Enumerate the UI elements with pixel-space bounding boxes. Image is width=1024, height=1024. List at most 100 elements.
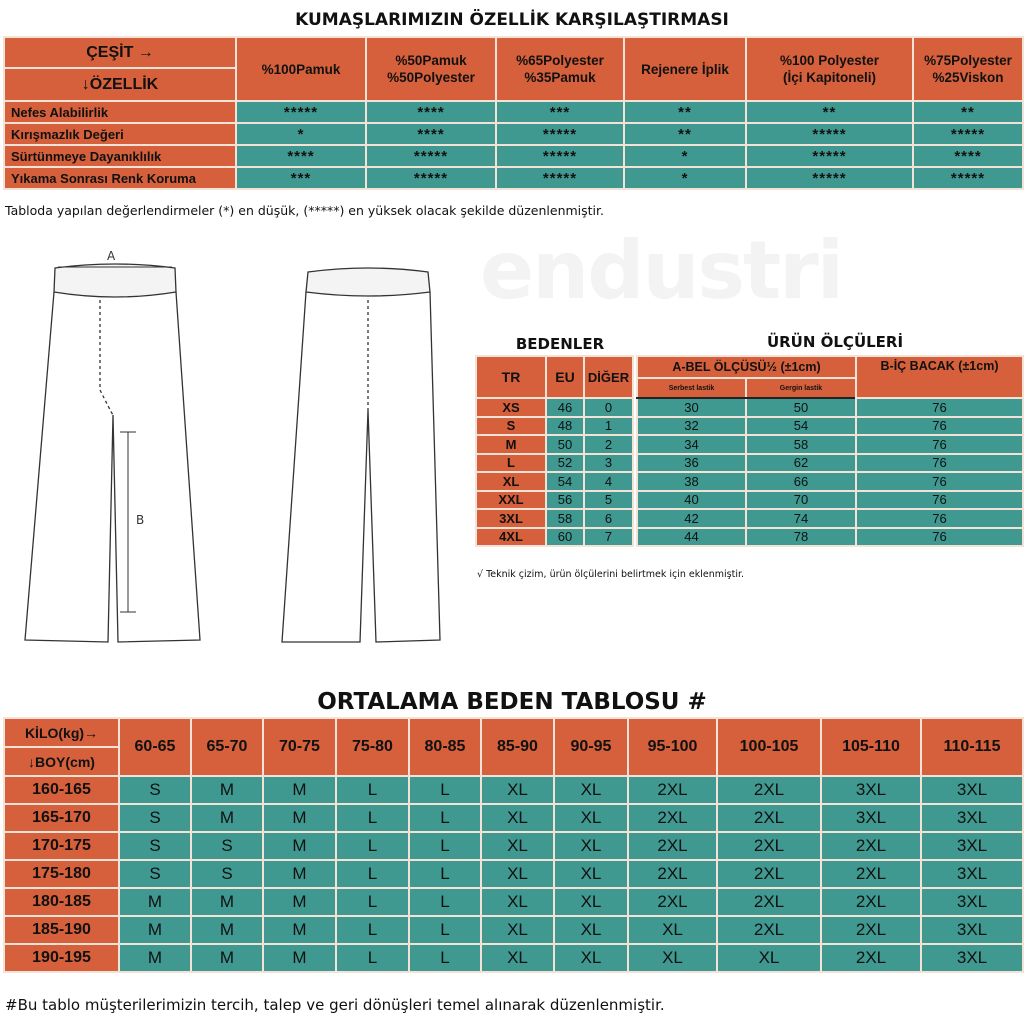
waist-stretch: 58 bbox=[744, 434, 858, 455]
rating-cell: **** bbox=[235, 144, 367, 168]
waist-stretch: 54 bbox=[744, 415, 858, 436]
height-label: 175-180 bbox=[3, 859, 120, 889]
size-cell: 2XL bbox=[627, 803, 718, 833]
size-measurement-table: TR EU DİĞER A-BEL ÖLÇÜSÜ½ (±1cm) B-İÇ BACAK … bbox=[475, 355, 1024, 547]
column-header: %65Polyester %35Pamuk bbox=[495, 36, 625, 102]
size-cell: L bbox=[335, 887, 410, 917]
olculer-title: ÜRÜN ÖLÇÜLERİ bbox=[766, 333, 904, 351]
pants-back-drawing bbox=[281, 267, 441, 643]
spacer bbox=[633, 527, 637, 546]
size-cell: XL bbox=[627, 943, 718, 973]
size-cell: 2XL bbox=[716, 831, 822, 861]
header-inseam: B-İÇ BACAK (±1cm) bbox=[855, 355, 1024, 399]
size-eu: 48 bbox=[545, 415, 585, 436]
table-row: 160-165 S M M L L XL XL 2XL 2XL 3XL 3XL bbox=[3, 775, 1024, 805]
inseam: 76 bbox=[855, 471, 1024, 492]
rating-cell: ***** bbox=[745, 122, 914, 146]
row-label: Sürtünmeye Dayanıklılık bbox=[3, 144, 237, 168]
bedenler-title: BEDENLER bbox=[515, 335, 605, 353]
table-row: 185-190 M M M L L XL XL XL 2XL 2XL 3XL bbox=[3, 915, 1024, 945]
size-note: √ Teknik çizim, ürün ölçülerini belirtme… bbox=[477, 569, 745, 580]
table-row: 180-185 M M M L L XL XL 2XL 2XL 2XL 3XL bbox=[3, 887, 1024, 917]
rating-cell: **** bbox=[365, 100, 497, 124]
size-cell: 3XL bbox=[920, 915, 1024, 945]
fabric-title: KUMAŞLARIMIZIN ÖZELLİK KARŞILAŞTIRMASI bbox=[295, 10, 729, 30]
size-cell: M bbox=[190, 803, 264, 833]
size-eu: 56 bbox=[545, 489, 585, 510]
inseam: 76 bbox=[855, 452, 1024, 473]
corner-ozellik: ↓ÖZELLİK bbox=[3, 67, 237, 102]
rating-cell: ** bbox=[745, 100, 914, 124]
size-other: 0 bbox=[583, 397, 634, 418]
size-cell: 2XL bbox=[627, 831, 718, 861]
height-label: 170-175 bbox=[3, 831, 120, 861]
inseam: 76 bbox=[855, 397, 1024, 418]
inseam: 76 bbox=[855, 489, 1024, 510]
fabric-note: Tabloda yapılan değerlendirmeler (*) en … bbox=[5, 203, 604, 218]
size-cell: M bbox=[262, 859, 337, 889]
header-free-elastic: Serbest lastik bbox=[636, 377, 747, 399]
waist-stretch: 74 bbox=[744, 508, 858, 529]
size-other: 5 bbox=[583, 489, 634, 510]
waist-stretch: 66 bbox=[744, 471, 858, 492]
table-row: S 48 1 32 54 76 bbox=[475, 415, 1024, 436]
inseam: 76 bbox=[855, 508, 1024, 529]
column-header: %50Pamuk %50Polyester bbox=[365, 36, 497, 102]
size-eu: 46 bbox=[545, 397, 585, 418]
size-cell: M bbox=[118, 915, 192, 945]
avg-title: ORTALAMA BEDEN TABLOSU # bbox=[317, 689, 707, 715]
size-cell: L bbox=[408, 803, 482, 833]
size-cell: 3XL bbox=[920, 775, 1024, 805]
size-cell: 3XL bbox=[920, 859, 1024, 889]
waist-stretch: 78 bbox=[744, 526, 858, 547]
table-row: 175-180 S S M L L XL XL 2XL 2XL 2XL 3XL bbox=[3, 859, 1024, 889]
rating-cell: ** bbox=[623, 100, 747, 124]
rating-cell: ** bbox=[623, 122, 747, 146]
size-cell: XL bbox=[716, 943, 822, 973]
weight-header: 85-90 bbox=[480, 717, 555, 777]
size-cell: S bbox=[118, 775, 192, 805]
size-cell: M bbox=[190, 943, 264, 973]
size-other: 2 bbox=[583, 434, 634, 455]
table-row: XL 54 4 38 66 76 bbox=[475, 471, 1024, 492]
header-row: ↓BOY(cm) bbox=[3, 746, 1023, 777]
column-header: %100 Polyester (İçi Kapitoneli) bbox=[745, 36, 914, 102]
header-row: ↓ÖZELLİK bbox=[3, 67, 1023, 102]
size-cell: XL bbox=[480, 887, 555, 917]
corner-cesit: ÇEŞİT → bbox=[3, 36, 237, 69]
waist-stretch: 50 bbox=[744, 397, 858, 418]
size-other: 3 bbox=[583, 452, 634, 473]
size-cell: S bbox=[118, 831, 192, 861]
size-cell: L bbox=[408, 831, 482, 861]
waist-free: 42 bbox=[636, 508, 747, 529]
waist-free: 44 bbox=[636, 526, 747, 547]
rating-cell: * bbox=[623, 166, 747, 190]
weight-header: 100-105 bbox=[716, 717, 822, 777]
table-row: Nefes Alabilirlik ***** **** *** ** ** ** bbox=[3, 100, 1024, 124]
header-row: TR EU DİĞER A-BEL ÖLÇÜSÜ½ (±1cm) B-İÇ BACAK … bbox=[475, 355, 1024, 399]
waist-free: 34 bbox=[636, 434, 747, 455]
rating-cell: *** bbox=[235, 166, 367, 190]
weight-header: 70-75 bbox=[262, 717, 337, 777]
size-cell: XL bbox=[553, 859, 629, 889]
rating-cell: *** bbox=[495, 100, 625, 124]
size-cell: XL bbox=[480, 803, 555, 833]
fabric-comparison-table: ÇEŞİT → %100Pamuk %50Pamuk %50Polyester %65… bbox=[3, 36, 1024, 190]
size-cell: L bbox=[335, 803, 410, 833]
size-cell: 3XL bbox=[920, 943, 1024, 973]
size-eu: 52 bbox=[545, 452, 585, 473]
waist-free: 30 bbox=[636, 397, 747, 418]
size-cell: 2XL bbox=[716, 775, 822, 805]
inseam: 76 bbox=[855, 415, 1024, 436]
header-waist: A-BEL ÖLÇÜSÜ½ (±1cm) bbox=[635, 355, 858, 379]
size-cell: S bbox=[118, 859, 192, 889]
height-label: 165-170 bbox=[3, 803, 120, 833]
size-cell: L bbox=[408, 887, 482, 917]
avg-note: #Bu tablo müşterilerimizin tercih, talep… bbox=[5, 996, 665, 1014]
waist-free: 36 bbox=[636, 452, 747, 473]
weight-header: 90-95 bbox=[553, 717, 629, 777]
table-row: XXL 56 5 40 70 76 bbox=[475, 489, 1024, 510]
size-cell: S bbox=[190, 859, 264, 889]
size-cell: 2XL bbox=[627, 859, 718, 889]
size-eu: 54 bbox=[545, 471, 585, 492]
